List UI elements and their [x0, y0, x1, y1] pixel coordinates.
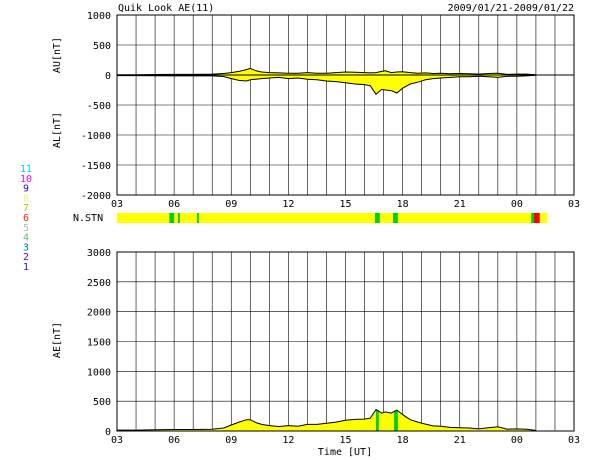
ae-green-marker [531, 429, 535, 431]
legend-count-10: 10 [20, 174, 32, 185]
x-tick-label: 15 [339, 199, 351, 210]
station-count-segment [117, 213, 548, 223]
y-tick-label: 500 [93, 41, 111, 52]
station-count-segment [177, 213, 180, 223]
au-axis-label: AU[nT] [52, 37, 63, 73]
y-tick-label: 0 [105, 71, 111, 82]
y-tick-label: 2000 [87, 308, 111, 319]
legend-count-1: 1 [23, 262, 29, 273]
ae-frame [116, 251, 575, 432]
y-tick-label: -1000 [81, 131, 111, 142]
x-tick-label: 03 [111, 199, 123, 210]
legend-count-11: 11 [20, 164, 32, 175]
ae-green-marker [375, 410, 379, 431]
legend-count-3: 3 [23, 242, 29, 253]
x-tick-label: 00 [511, 199, 523, 210]
au-series-line [117, 67, 536, 76]
x-axis-label: Time [UT] [318, 447, 372, 458]
x-tick-label: 12 [282, 199, 294, 210]
x-tick-label: 06 [168, 435, 180, 446]
station-count-segment [196, 213, 199, 223]
ae-axis-label: AE[nT] [52, 322, 63, 358]
x-tick-label: 03 [111, 435, 123, 446]
ae-series-line [117, 408, 536, 431]
y-tick-label: 500 [93, 397, 111, 408]
legend-count-9: 9 [23, 184, 29, 195]
x-tick-label: 12 [282, 435, 294, 446]
ae-green-marker [394, 410, 398, 431]
legend-count-5: 5 [23, 223, 29, 234]
station-count-segment [169, 213, 175, 223]
station-count-segment [375, 213, 380, 223]
nstn-label: N.STN [73, 213, 103, 224]
y-tick-label: 2500 [87, 278, 111, 289]
x-tick-label: 09 [225, 199, 237, 210]
x-tick-label: 06 [168, 199, 180, 210]
y-tick-label: -500 [87, 101, 111, 112]
station-count-strip: N.STN [73, 213, 548, 224]
station-count-segment [531, 213, 535, 223]
legend-count-4: 4 [23, 233, 29, 244]
al-axis-label: AL[nT] [52, 112, 63, 148]
y-tick-label: -2000 [81, 191, 111, 202]
x-tick-label: 03 [568, 435, 580, 446]
ae-panel: 3000 2500 2000 1500 1000 500 0 03 06 09 12 15 18 21 0… [52, 248, 580, 458]
station-count-segment [534, 213, 540, 223]
y-tick-label: 1500 [87, 338, 111, 349]
x-tick-label: 21 [454, 435, 466, 446]
station-count-segment [393, 213, 398, 223]
x-tick-label: 00 [511, 435, 523, 446]
al-series-line [117, 74, 536, 95]
au-al-frame [116, 14, 575, 196]
x-tick-label: 03 [568, 199, 580, 210]
y-tick-label: 0 [105, 427, 111, 438]
x-tick-label: 18 [397, 435, 409, 446]
legend-count-2: 2 [23, 252, 29, 263]
x-tick-label: 15 [339, 435, 351, 446]
au-al-panel: 1000 500 0 -500 -1000 -1500 -2000 03 06 09 12 15 18… [52, 11, 580, 210]
chart-title: Quik Look AE(11) [118, 3, 214, 14]
x-tick-label: 09 [225, 435, 237, 446]
y-tick-label: 1000 [87, 11, 111, 22]
y-tick-label: 3000 [87, 248, 111, 259]
x-tick-label: 18 [397, 199, 409, 210]
legend-count-8: 8 [23, 193, 29, 204]
y-tick-label: 1000 [87, 367, 111, 378]
x-tick-label: 21 [454, 199, 466, 210]
y-tick-label: -1500 [81, 161, 111, 172]
date-range: 2009/01/21-2009/01/22 [448, 3, 574, 14]
legend-count-7: 7 [23, 203, 29, 214]
legend-count-6: 6 [23, 213, 29, 224]
